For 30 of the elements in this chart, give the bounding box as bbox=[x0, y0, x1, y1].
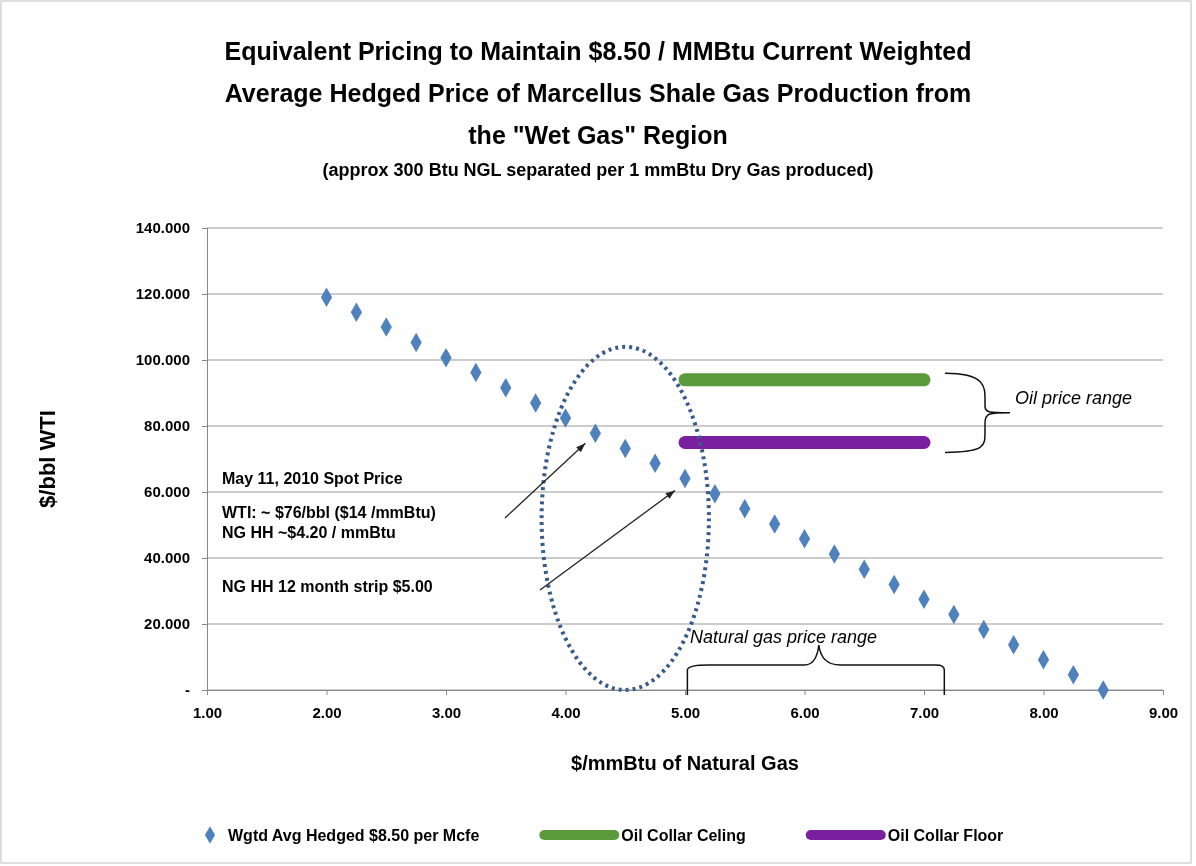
y-tick-label: 100.000 bbox=[135, 351, 190, 369]
y-axis-title: $/bbl WTI bbox=[35, 410, 60, 508]
y-tick-label: 60.000 bbox=[144, 483, 190, 501]
annotation: NG HH 12 month strip $5.00 bbox=[222, 578, 433, 595]
annotation: Oil price range bbox=[1015, 388, 1133, 408]
y-tick-label: 80.000 bbox=[144, 417, 190, 435]
y-tick-label: 40.000 bbox=[144, 549, 190, 567]
legend-label: Wgtd Avg Hedged $8.50 per Mcfe bbox=[228, 827, 480, 844]
x-tick-label: 2.00 bbox=[312, 703, 342, 721]
x-tick-label: 3.00 bbox=[431, 703, 462, 721]
annotation: WTI: ~ $76/bbl ($14 /mmBtu) bbox=[222, 504, 436, 521]
chart-subtitle: (approx 300 Btu NGL separated per 1 mmBtu Dry Gas produced) bbox=[322, 160, 874, 180]
x-tick-label: 1.00 bbox=[192, 703, 223, 721]
x-tick-label: 6.00 bbox=[790, 703, 820, 721]
y-tick-label: - bbox=[185, 681, 190, 699]
x-tick-label: 9.00 bbox=[1148, 703, 1179, 721]
x-tick-label: 8.00 bbox=[1029, 703, 1059, 721]
legend-label: Oil Collar Floor bbox=[887, 827, 1004, 844]
annotation: May 11, 2010 Spot Price bbox=[222, 470, 403, 487]
y-tick-label: 120.000 bbox=[135, 285, 190, 303]
y-tick-label: 20.000 bbox=[144, 615, 190, 633]
x-tick-label: 5.00 bbox=[670, 703, 701, 721]
legend-label: Oil Collar Celing bbox=[621, 827, 746, 844]
annotation: Natural gas price range bbox=[690, 627, 878, 647]
annotation: NG HH ~$4.20 / mmBtu bbox=[222, 524, 396, 541]
y-tick-label: 140.000 bbox=[135, 219, 190, 237]
x-tick-label: 7.00 bbox=[909, 703, 940, 721]
x-axis-title: $/mmBtu of Natural Gas bbox=[571, 752, 799, 774]
x-tick-label: 4.00 bbox=[551, 703, 581, 721]
chart-title: Equivalent Pricing to Maintain $8.50 / MMBtu Current Weighted Average Hedged Price of Marcellus Shale Gas Production from the "Wet Gas" Region bbox=[224, 37, 972, 149]
